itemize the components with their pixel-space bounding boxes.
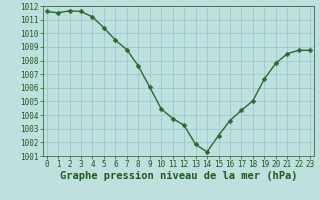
X-axis label: Graphe pression niveau de la mer (hPa): Graphe pression niveau de la mer (hPa) bbox=[60, 171, 297, 181]
